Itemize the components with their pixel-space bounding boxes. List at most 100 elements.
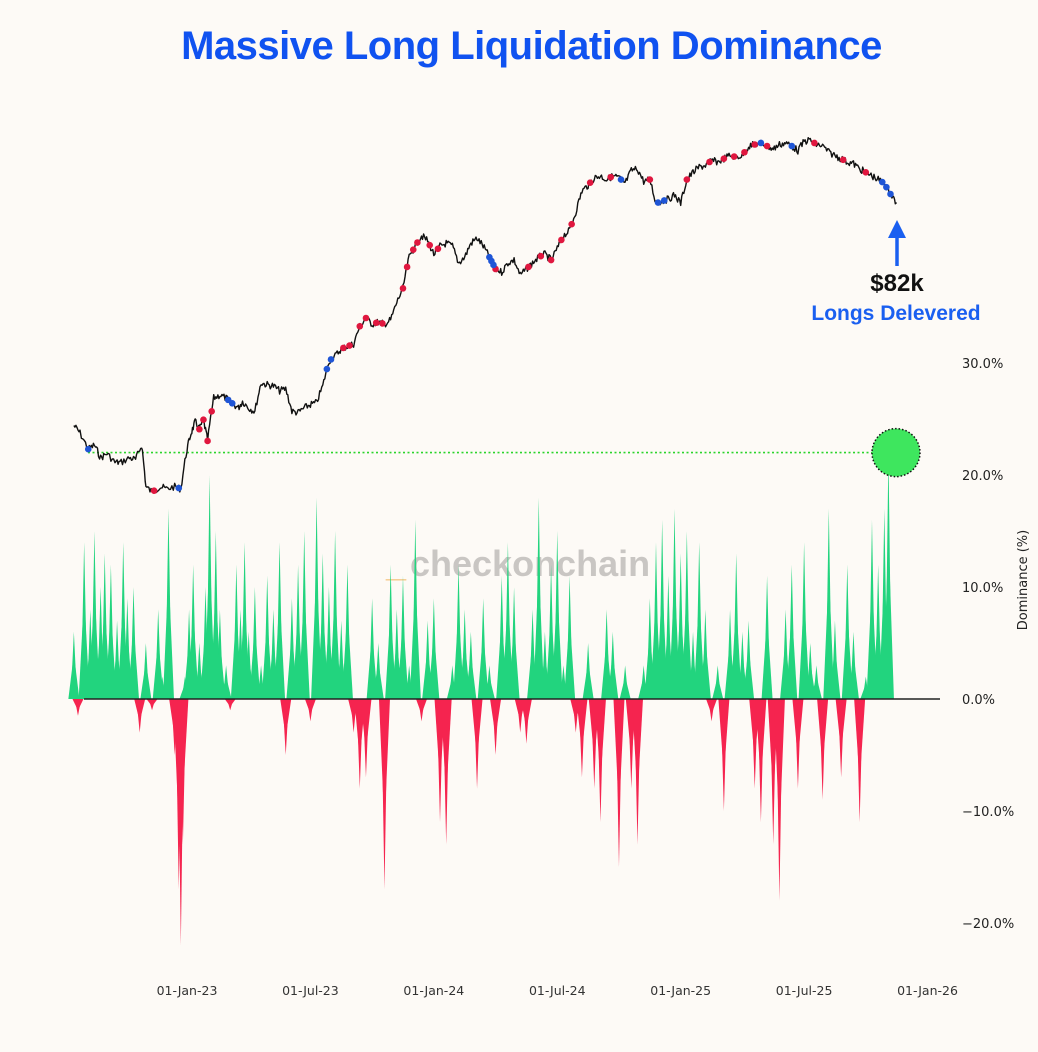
dominance-fill [360, 699, 372, 743]
x-tick-label: 01-Jul-23 [282, 983, 339, 998]
y-tick-label: 0.0% [962, 693, 995, 708]
long-liquidation-marker [200, 416, 207, 424]
long-liquidation-marker [646, 176, 654, 183]
dominance-fill [823, 594, 835, 699]
dominance-fill [810, 680, 822, 699]
dominance-fill [409, 600, 421, 699]
annotation-arrow-icon [888, 220, 906, 238]
dominance-fill [134, 699, 146, 718]
dominance-fill [792, 699, 804, 749]
long-liquidation-marker [558, 236, 565, 244]
long-liquidation-marker [399, 285, 407, 292]
short-liquidation-marker [878, 178, 886, 186]
long-liquidation-marker [730, 153, 738, 160]
highlight-circle [871, 427, 921, 478]
dominance-fill [440, 699, 452, 780]
short-liquidation-marker [490, 261, 497, 269]
dominance-fill [220, 680, 232, 699]
dominance-fill [68, 662, 80, 699]
x-tick-label: 01-Jul-24 [529, 983, 586, 998]
dominance-fill [72, 699, 84, 709]
long-liquidation-marker [537, 252, 545, 260]
dominance-fill [619, 680, 631, 699]
y-tick-label: 20.0% [962, 469, 1003, 484]
dominance-fill [378, 699, 390, 804]
dominance-fill [730, 618, 742, 699]
dominance-fill [841, 625, 853, 699]
short-liquidation-marker [883, 183, 890, 191]
dominance-fill [829, 655, 841, 699]
dominance-fill [224, 699, 236, 706]
dominance-fill [329, 606, 341, 699]
dominance-fill [471, 699, 483, 749]
short-liquidation-marker [660, 197, 668, 204]
dominance-fill [594, 699, 606, 767]
long-liquidation-marker [414, 239, 421, 246]
long-liquidation-marker [372, 319, 380, 327]
x-tick-label: 01-Jan-24 [403, 983, 464, 998]
price-series [73, 136, 897, 494]
long-liquidation-marker [751, 141, 759, 148]
dominance-fill [280, 699, 292, 730]
y-tick-label: −10.0% [962, 805, 1014, 820]
long-liquidation-marker [196, 425, 203, 433]
dominance-fill [835, 699, 847, 743]
x-tick-label: 01-Jan-26 [897, 983, 958, 998]
long-liquidation-marker [426, 241, 434, 249]
dominance-fill [798, 612, 810, 699]
dominance-fill [718, 699, 730, 761]
long-liquidation-marker [839, 156, 847, 164]
chart-title: Massive Long Liquidation Dominance [181, 24, 882, 68]
y-tick-label: 10.0% [962, 581, 1003, 596]
dominance-fill [773, 699, 785, 810]
long-liquidation-marker [356, 322, 364, 330]
short-liquidation-marker [887, 190, 894, 198]
dominance-fill [551, 606, 563, 699]
y-tick-label: 30.0% [962, 357, 1003, 372]
x-tick-label: 01-Jan-23 [157, 983, 218, 998]
dominance-fill [372, 668, 384, 699]
dominance-fill [847, 662, 859, 699]
long-liquidation-marker [763, 142, 771, 150]
y-axis-ticks: −20.0% −10.0% 0.0% 10.0% 20.0% 30.0% [962, 357, 1014, 932]
dominance-fill [854, 699, 866, 767]
dominance-fill [477, 643, 489, 699]
dominance-fill [755, 699, 767, 767]
dominance-fill [607, 662, 619, 699]
dominance-fill [274, 612, 286, 699]
long-liquidation-marker [208, 408, 215, 415]
dominance-fill [304, 699, 316, 712]
long-liquidation-marker [568, 220, 575, 228]
x-tick-label: 01-Jul-25 [776, 983, 833, 998]
long-liquidation-marker [379, 320, 386, 327]
dominance-fill [140, 668, 152, 699]
short-liquidation-marker [617, 176, 625, 183]
dominance-fill [415, 699, 427, 712]
dominance-fill [786, 625, 798, 699]
price-line [73, 136, 897, 494]
dominance-fill [817, 699, 829, 755]
price-annotation: $82k Longs Delevered [811, 220, 981, 325]
short-liquidation-marker [327, 356, 335, 363]
dominance-fill [483, 680, 495, 699]
dominance-fill [533, 588, 545, 699]
annotation-label: Longs Delevered [811, 302, 980, 325]
liquidation-markers [84, 139, 894, 494]
long-liquidation-marker [150, 487, 158, 494]
dominance-fill [187, 625, 199, 699]
long-liquidation-marker [204, 437, 211, 445]
watermark-text: checkonchain [410, 543, 650, 584]
long-liquidation-marker [811, 139, 818, 147]
long-liquidation-marker [706, 158, 713, 166]
long-liquidation-marker [362, 314, 370, 322]
dominance-fill [699, 649, 711, 699]
short-liquidation-marker [228, 400, 236, 407]
short-liquidation-marker [788, 142, 796, 150]
long-liquidation-marker [607, 173, 615, 181]
long-liquidation-marker [525, 263, 532, 271]
watermark-prefix: _ [385, 543, 407, 584]
dominance-fill [162, 594, 174, 699]
dominance-series [68, 452, 894, 946]
dominance-fill [177, 699, 189, 780]
